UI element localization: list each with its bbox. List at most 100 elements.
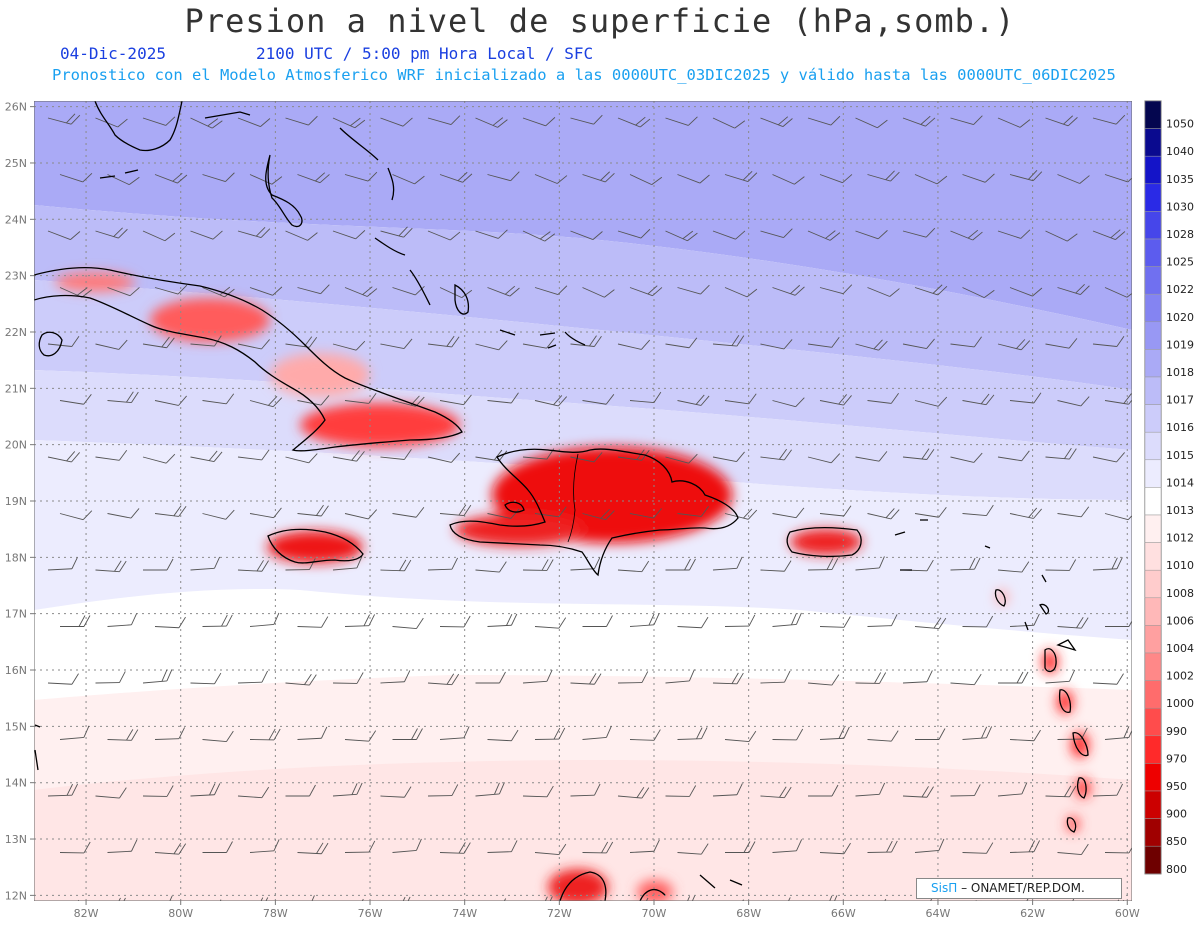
wind-barb xyxy=(237,339,270,350)
wind-barb xyxy=(819,284,853,295)
wind-barb xyxy=(665,558,696,571)
wind-barb xyxy=(950,673,982,686)
wind-barb xyxy=(95,671,126,684)
wind-barb xyxy=(297,504,329,517)
colorbar-swatch xyxy=(1144,487,1162,516)
wind-barb xyxy=(59,510,93,521)
colorbar-label: 1016 xyxy=(1166,421,1194,434)
wind-barb xyxy=(59,841,91,854)
wind-barb xyxy=(1057,617,1089,629)
wind-barb xyxy=(487,392,519,404)
wind-barb xyxy=(285,558,316,571)
wind-barb xyxy=(332,230,366,240)
wind-barb xyxy=(914,174,948,185)
wind-barb xyxy=(47,113,81,125)
wind-barb xyxy=(684,895,696,901)
wind-barb xyxy=(712,451,745,463)
wind-barb xyxy=(807,115,841,126)
wind-barb xyxy=(1045,785,1077,798)
colorbar-swatch xyxy=(1144,404,1162,433)
lon-label: 60W xyxy=(1115,907,1140,920)
wind-barb xyxy=(1009,507,1042,519)
wind-barb xyxy=(344,286,378,297)
colorbar-label: 1004 xyxy=(1166,642,1194,655)
wind-barb xyxy=(570,335,602,347)
wind-barb xyxy=(427,784,459,797)
colorbar-swatch xyxy=(1144,100,1162,129)
wind-barb xyxy=(855,556,885,571)
wind-barb xyxy=(724,508,758,520)
wind-barb xyxy=(190,556,221,571)
wind-barb xyxy=(487,840,518,853)
colorbar-label: 1019 xyxy=(1166,338,1194,351)
wind-barb xyxy=(1045,115,1078,127)
lon-label: 82W xyxy=(74,907,99,920)
pressure-field xyxy=(34,101,1132,901)
wind-barb xyxy=(522,338,555,349)
colorbar-swatch xyxy=(1144,211,1162,240)
wind-barb xyxy=(1092,557,1123,571)
wind-barb xyxy=(344,730,377,742)
colorbar-swatch xyxy=(1144,155,1162,185)
wind-barb xyxy=(1045,669,1076,684)
wind-barb xyxy=(570,452,603,463)
coast-bahamas-south xyxy=(454,283,556,336)
wind-barb xyxy=(712,556,743,571)
lat-label: 21N xyxy=(5,382,27,395)
wind-barb xyxy=(59,725,90,740)
lat-label: 12N xyxy=(5,889,27,902)
wind-barb xyxy=(570,557,601,571)
colorbar-label: 990 xyxy=(1166,725,1187,738)
wind-barb xyxy=(202,172,235,182)
wind-barb xyxy=(724,730,757,743)
wind-barb xyxy=(760,786,792,799)
wind-barb xyxy=(332,340,366,351)
band-1018 xyxy=(34,101,1132,330)
forecast-date: 04-Dic-2025 xyxy=(60,44,166,63)
coast-florida xyxy=(94,101,183,152)
wind-barb xyxy=(629,508,662,519)
wind-barb xyxy=(914,284,948,296)
colorbar-label: 800 xyxy=(1166,863,1187,876)
wind-barb xyxy=(712,334,745,347)
wind-barb xyxy=(617,671,649,684)
colorbar-label: 1008 xyxy=(1166,587,1194,600)
wind-barb xyxy=(617,228,651,239)
wind-barb xyxy=(202,393,235,405)
colorbar-label: 1050 xyxy=(1166,118,1194,131)
wind-barb xyxy=(487,171,520,182)
wind-barb xyxy=(867,730,899,742)
wind-barb xyxy=(392,838,422,853)
wind-barb xyxy=(962,504,994,517)
wind-barb xyxy=(237,449,270,461)
pressure-lows xyxy=(55,272,1090,901)
wind-barb xyxy=(399,896,411,901)
wind-barb xyxy=(439,394,472,406)
wind-barb xyxy=(380,670,411,684)
wind-barb xyxy=(285,115,318,126)
forecast-time: 2100 UTC / 5:00 pm Hora Local / SFC xyxy=(256,44,594,63)
wind-barb xyxy=(1092,783,1124,797)
wind-barb xyxy=(677,284,710,295)
pressure-colorbar: 1050 1040 1035 1030 1028 1025 1022 1020 1019 1018… xyxy=(1144,100,1194,876)
wind-barb xyxy=(392,285,425,296)
wind-barb xyxy=(807,453,841,464)
wind-barb xyxy=(190,117,223,129)
wind-barb xyxy=(582,615,613,627)
colorbar-label: 1035 xyxy=(1166,173,1194,186)
colorbar-swatch xyxy=(1144,763,1162,792)
coast-hispaniola xyxy=(449,448,739,577)
wind-barb xyxy=(439,842,471,854)
coast-bahamas-abaco xyxy=(339,127,395,201)
lat-label: 18N xyxy=(5,551,27,564)
wind-barb xyxy=(534,727,566,740)
wind-barb xyxy=(998,671,1029,684)
wind-barb xyxy=(867,287,900,297)
wind-barb xyxy=(760,339,793,350)
wind-barb xyxy=(914,507,947,518)
wind-barb xyxy=(1057,506,1090,518)
wind-barb xyxy=(332,117,366,129)
wind-barb xyxy=(107,613,138,627)
colorbar-swatch xyxy=(1144,597,1162,626)
